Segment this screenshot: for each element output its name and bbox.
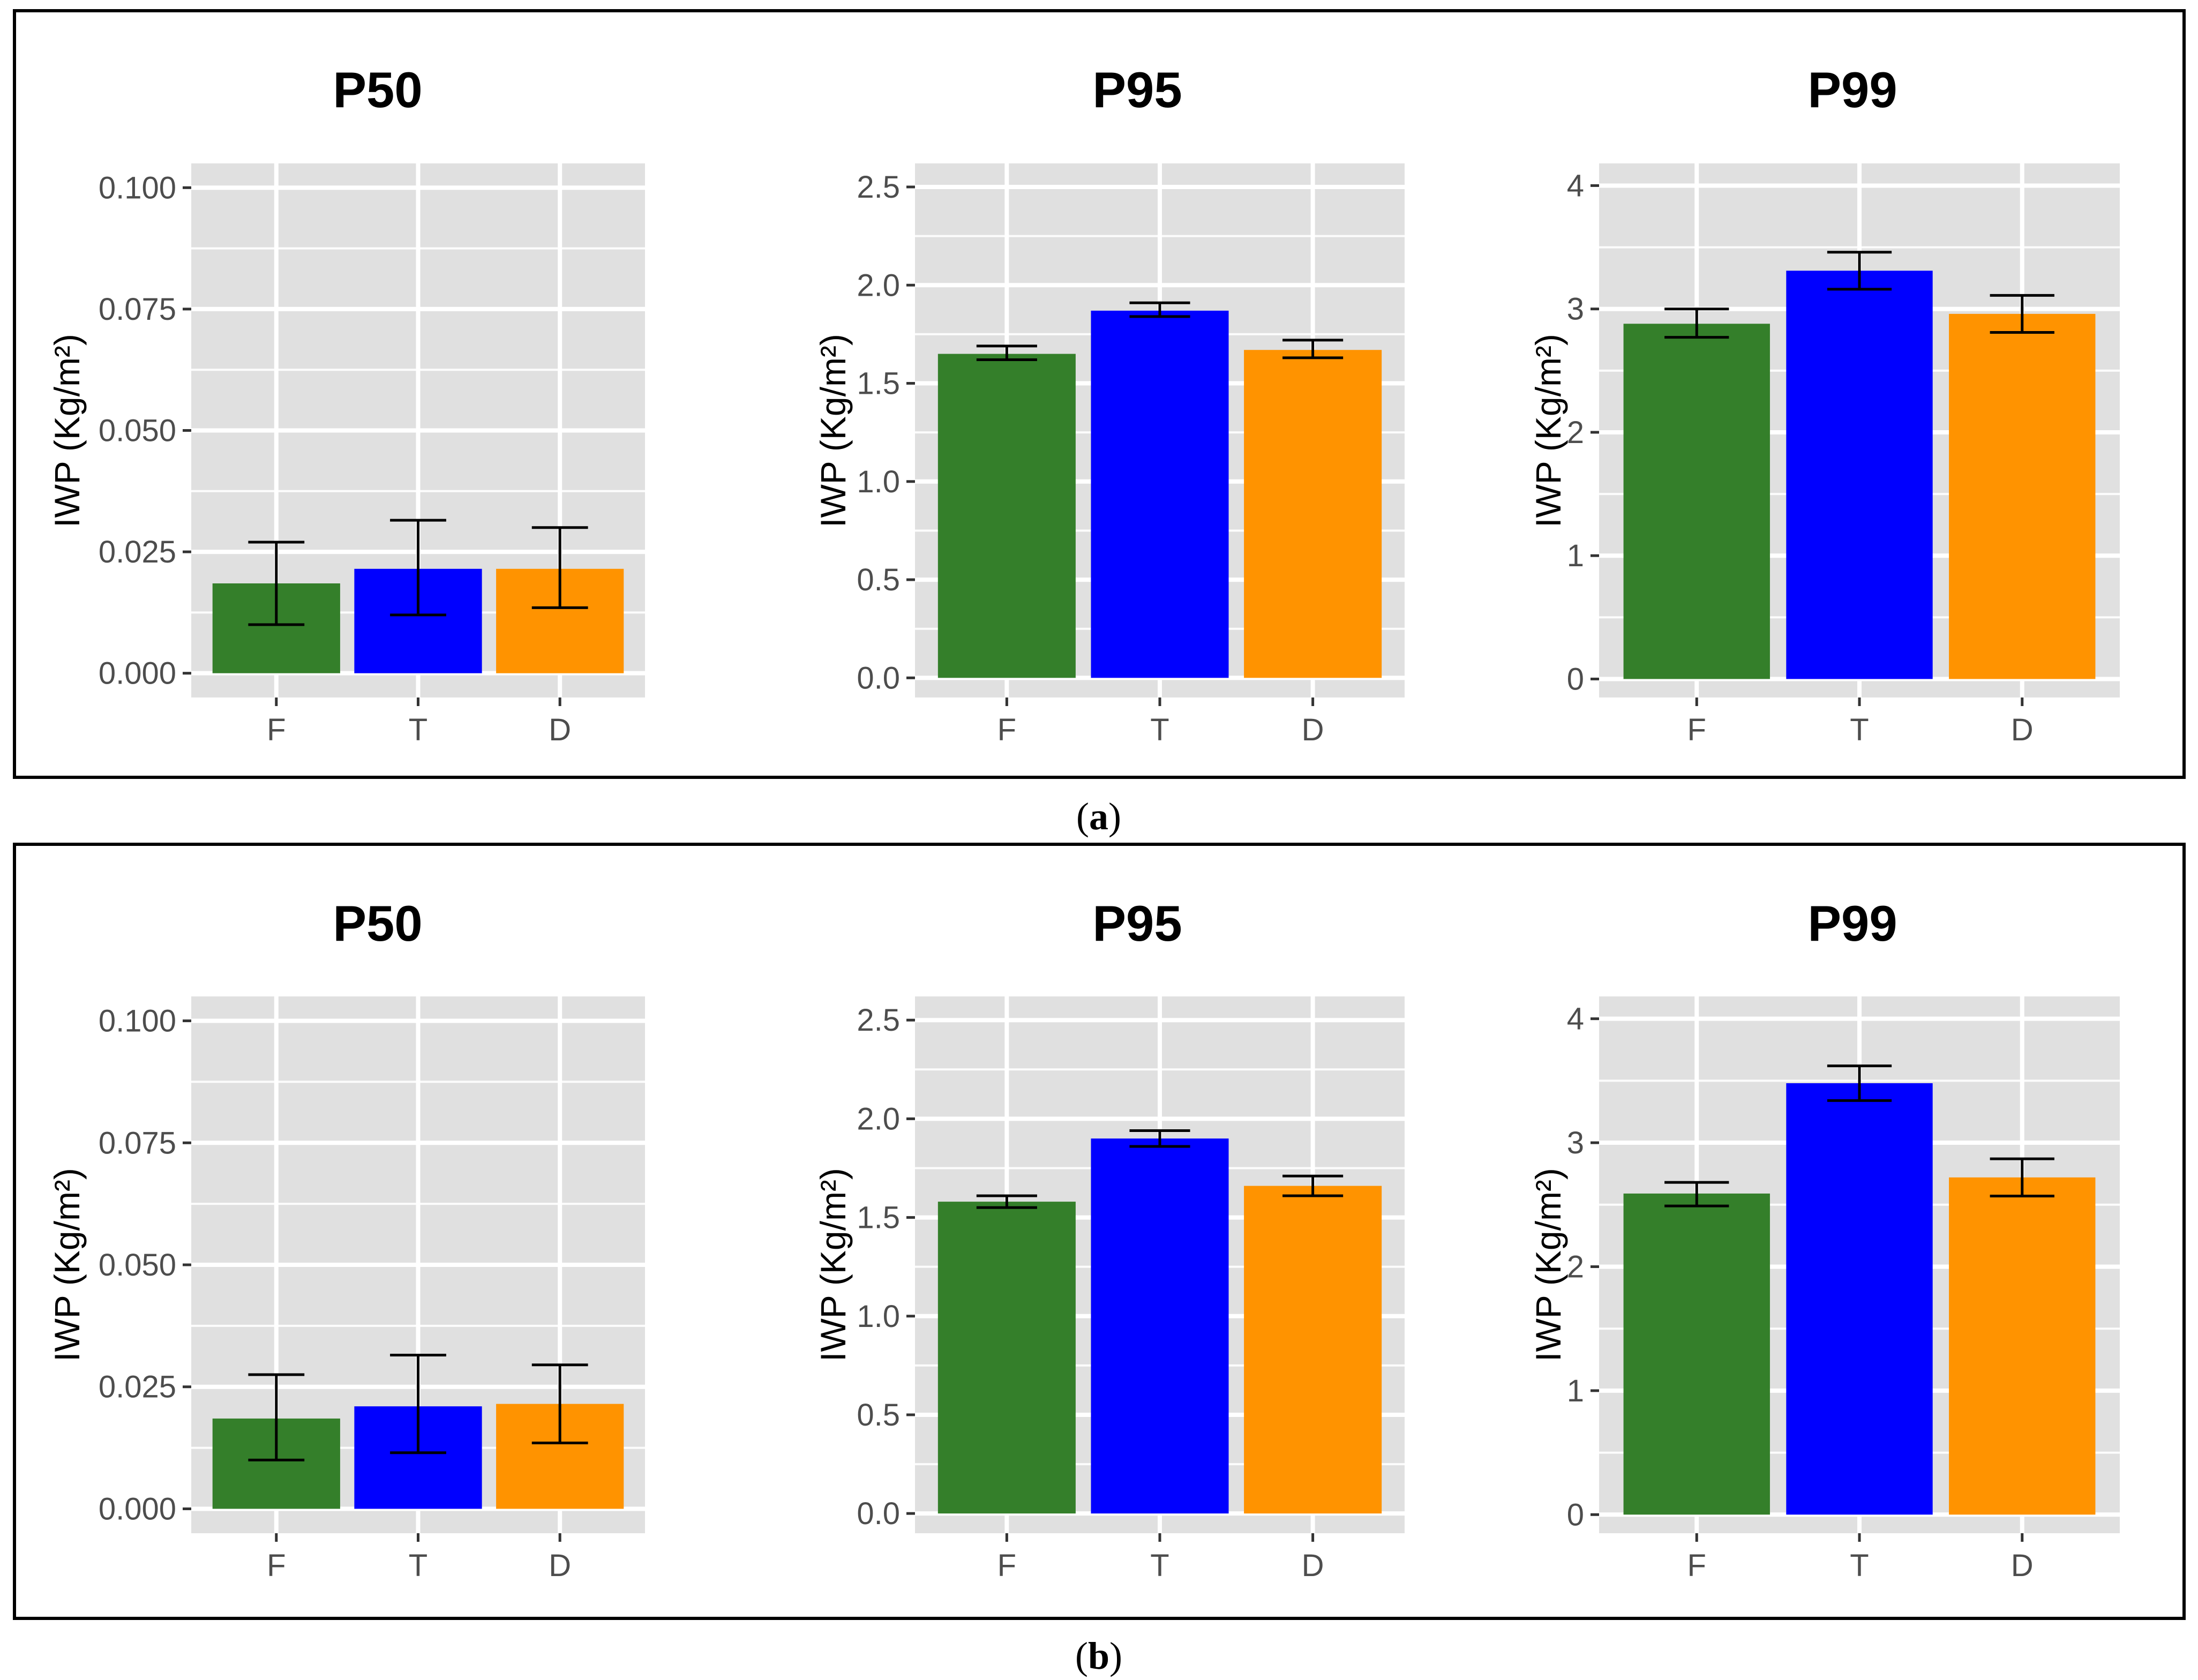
chart-a-p99-ytick-label: 3 [1567,292,1584,327]
chart-a-p50-ytick-label: 0.000 [99,656,176,691]
caption-b-close: ) [1109,1634,1122,1677]
chart-a-p99-ytick-label: 4 [1567,168,1584,203]
frame-b [13,843,2186,1620]
chart-a-p95-bar-f [937,354,1076,678]
chart-a-p95-ytick-label: 2.0 [857,268,900,303]
chart-a-p50-ytick-label: 0.050 [99,414,176,448]
chart-a-p50-ylabel: IWP (Kg/m²) [47,334,87,528]
chart-b-p50-ytick-label: 0.075 [99,1126,176,1160]
chart-b-p99-ytick-label: 4 [1567,1002,1584,1037]
chart-a-p50: 0.000 0.025 0.050 0.075 0.100 F T D P50 IWP (Kg/m… [47,62,645,747]
chart-a-p50-ytick-label: 0.025 [99,535,176,569]
chart-a-p99-bar-f [1623,324,1770,679]
chart-b-p50-title: P50 [333,895,422,951]
caption-b: (b) [1075,1634,1122,1677]
chart-a-p95-bar-d [1244,350,1382,678]
chart-a-p99-xtick-label-f: F [1687,712,1706,747]
chart-b-p99-bar-f [1623,1193,1770,1515]
chart-b-p95-ytick-label: 2.0 [857,1101,900,1136]
caption-a-close: ) [1108,795,1121,838]
chart-b-p95-xtick-label-t: T [1150,1548,1169,1583]
chart-b-p99-bar-t [1786,1083,1933,1515]
caption-a-open: ( [1076,795,1089,838]
chart-b-p99-ylabel: IWP (Kg/m²) [1528,1168,1568,1362]
chart-b-p99: 0 1 2 3 4 F T D P99 IWP (Kg/m²) [1528,895,2120,1583]
chart-a-p50-ytick-label: 0.075 [99,292,176,327]
chart-a-p99-title: P99 [1807,62,1897,118]
chart-a-p95-title: P95 [1092,62,1182,118]
caption-b-open: ( [1075,1634,1088,1677]
chart-b-p99-xtick-label-d: D [2011,1548,2034,1583]
chart-a-p95-ytick-label: 1.0 [857,464,900,499]
chart-a-p50-xtick-label-t: T [409,712,427,747]
chart-b-p50-ytick-label: 0.100 [99,1004,176,1039]
chart-b-p99-title: P99 [1807,895,1897,951]
chart-a-p50-ytick-label: 0.100 [99,170,176,205]
chart-a-p99-ytick-label: 0 [1567,662,1584,696]
chart-b-p95-ytick-label: 0.0 [857,1496,900,1531]
chart-a-p99-ytick-label: 2 [1567,415,1584,450]
caption-b-letter: b [1088,1634,1109,1677]
chart-a-p95-bar-t [1091,310,1229,678]
chart-a-p50-xtick-label-f: F [267,712,286,747]
chart-b-p95-bar-f [937,1202,1076,1514]
chart-a-p95-xtick-label-f: F [997,712,1016,747]
chart-b-p50-ytick-label: 0.000 [99,1491,176,1526]
chart-a-p50-title: P50 [333,62,422,118]
chart-b-p95-ytick-label: 1.0 [857,1299,900,1334]
chart-a-p95-ylabel: IWP (Kg/m²) [813,334,853,528]
chart-b-p95-ytick-label: 2.5 [857,1003,900,1038]
chart-b-p95-title: P95 [1092,895,1182,951]
chart-a-p95-ytick-label: 2.5 [857,170,900,205]
chart-b-p50-xtick-label-d: D [549,1548,571,1583]
chart-b-p95-ytick-label: 1.5 [857,1201,900,1235]
chart-a-p99: 0 1 2 3 4 F T D P99 IWP (Kg/m²) [1528,62,2120,747]
caption-a: (a) [1076,795,1121,838]
chart-a-p99-xtick-label-t: T [1850,712,1869,747]
chart-b-p50-xtick-label-t: T [409,1548,427,1583]
chart-b-p99-ytick-label: 3 [1567,1126,1584,1160]
chart-a-p50-xtick-label-d: D [549,712,571,747]
chart-b-p99-ytick-label: 0 [1567,1497,1584,1532]
chart-b-p50-xtick-label-f: F [267,1548,286,1583]
chart-b-p95-bar-d [1244,1186,1382,1514]
chart-a-p95-xtick-label-t: T [1150,712,1169,747]
chart-b-p95-bar-t [1091,1138,1229,1514]
chart-a-p99-bar-d [1949,313,2096,679]
chart-b-p95: 0.0 0.5 1.0 1.5 2.0 2.5 F T D P95 IWP (Kg/m²) [813,895,1405,1583]
chart-a-p95-ytick-label: 0.5 [857,562,900,597]
chart-a-p99-ylabel: IWP (Kg/m²) [1528,334,1568,528]
chart-b-p99-ytick-label: 2 [1567,1249,1584,1284]
chart-a-p95-ytick-label: 0.0 [857,661,900,695]
chart-b-p99-xtick-label-t: T [1850,1548,1869,1583]
chart-b-p50: 0.000 0.025 0.050 0.075 0.100 F T D P50 IWP (Kg/m… [47,895,645,1583]
chart-b-p95-xtick-label-d: D [1302,1548,1324,1583]
chart-b-p95-ylabel: IWP (Kg/m²) [813,1168,853,1362]
chart-a-p95-ytick-label: 1.5 [857,366,900,401]
chart-a-p95-xtick-label-d: D [1302,712,1324,747]
chart-a-p99-bar-t [1786,271,1933,679]
chart-b-p95-xtick-label-f: F [997,1548,1016,1583]
caption-a-letter: a [1089,795,1108,838]
chart-b-p99-ytick-label: 1 [1567,1374,1584,1408]
chart-b-p50-ytick-label: 0.025 [99,1370,176,1405]
chart-a-p95: 0.0 0.5 1.0 1.5 2.0 2.5 F T D P95 IWP (Kg/m²) [813,62,1405,747]
frame-a [13,9,2186,779]
chart-a-p99-xtick-label-d: D [2011,712,2034,747]
chart-b-p95-ytick-label: 0.5 [857,1398,900,1432]
chart-a-p99-ytick-label: 1 [1567,538,1584,573]
chart-b-p50-ylabel: IWP (Kg/m²) [47,1168,87,1362]
chart-b-p99-bar-d [1949,1177,2096,1515]
chart-b-p50-ytick-label: 0.050 [99,1248,176,1282]
chart-b-p99-xtick-label-f: F [1687,1548,1706,1583]
